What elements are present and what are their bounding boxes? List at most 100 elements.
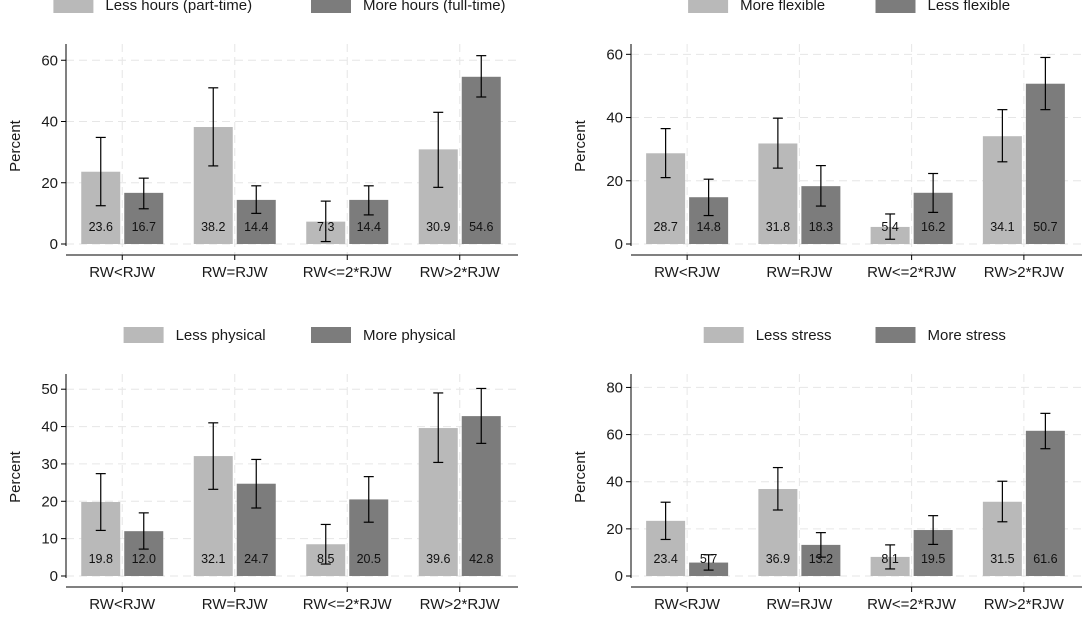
data-label: 14.4 [357,220,381,234]
data-label: 39.6 [426,552,450,566]
x-tick-label: RW<RJW [654,264,721,281]
bar-series2 [461,76,501,244]
chart-panel-2: 0 20 40 60 Percent 28.7 14.8 RW<RJW 31.8 18.3 RW=R… [572,0,1082,281]
data-label: 30.9 [426,220,450,234]
x-tick-label: RW=RJW [202,264,269,281]
data-label: 12.0 [132,552,156,566]
data-label: 23.4 [653,552,677,566]
legend: Less physical More physical [123,327,456,344]
data-label: 38.2 [201,220,225,234]
x-tick-label: RW<RJW [89,264,156,281]
legend-label: More flexible [740,0,825,14]
data-label: 8.1 [881,552,898,566]
data-label: 36.9 [766,552,790,566]
legend-label: More hours (full-time) [363,0,506,14]
y-tick-label: 10 [41,531,58,548]
y-axis-label: Percent [572,119,589,172]
x-tick-label: RW>2*RJW [984,264,1065,281]
data-label: 16.2 [921,220,945,234]
y-tick-label: 0 [615,236,623,253]
data-label: 31.8 [766,220,790,234]
x-tick-label: RW>2*RJW [984,596,1065,613]
y-tick-label: 80 [606,379,623,396]
y-tick-label: 60 [41,52,58,69]
y-tick-label: 40 [41,419,58,436]
legend-label: Less hours (part-time) [105,0,252,14]
y-tick-label: 20 [606,173,623,190]
data-label: 5.4 [881,220,898,234]
data-label: 28.7 [653,220,677,234]
y-axis-label: Percent [7,119,24,172]
x-tick-label: RW=RJW [766,596,833,613]
x-tick-label: RW=RJW [202,596,269,613]
data-label: 18.3 [809,220,833,234]
legend-label: Less flexible [928,0,1011,14]
data-label: 61.6 [1033,552,1057,566]
bar-series2 [1025,430,1065,576]
data-label: 34.1 [990,220,1014,234]
y-tick-label: 0 [50,236,58,253]
y-tick-label: 20 [41,493,58,510]
data-label: 31.5 [990,552,1014,566]
chart-panel-1: 0 20 40 60 Percent 23.6 16.7 RW<RJW 38.2 14.4 RW=R… [7,0,518,281]
y-tick-label: 0 [615,568,623,585]
legend-swatch [703,327,744,343]
legend-label: More stress [928,327,1006,344]
bar-series2 [1025,83,1065,244]
data-label: 50.7 [1033,220,1057,234]
y-tick-label: 40 [606,110,623,127]
legend: More flexible Less flexible [688,0,1010,14]
x-tick-label: RW<=2*RJW [867,596,957,613]
x-tick-label: RW<RJW [654,596,721,613]
legend-swatch [688,0,729,13]
data-label: 42.8 [469,552,493,566]
y-tick-label: 40 [41,114,58,131]
x-tick-label: RW<=2*RJW [867,264,957,281]
legend-swatch [53,0,94,13]
legend: Less hours (part-time) More hours (full-t… [53,0,506,14]
x-tick-label: RW<RJW [89,596,156,613]
y-axis-label: Percent [7,450,24,503]
legend-swatch [875,0,916,13]
y-tick-label: 0 [50,568,58,585]
y-tick-label: 60 [606,46,623,63]
data-label: 20.5 [357,552,381,566]
data-label: 5.7 [700,552,717,566]
x-tick-label: RW<=2*RJW [303,596,393,613]
data-label: 14.4 [244,220,268,234]
x-tick-label: RW<=2*RJW [303,264,393,281]
data-label: 13.2 [809,552,833,566]
legend-swatch [123,327,164,343]
data-label: 23.6 [89,220,113,234]
x-tick-label: RW>2*RJW [420,264,501,281]
legend-label: Less stress [756,327,832,344]
y-tick-label: 50 [41,381,58,398]
data-label: 32.1 [201,552,225,566]
y-axis-label: Percent [572,450,589,503]
data-label: 24.7 [244,552,268,566]
data-label: 16.7 [132,220,156,234]
data-label: 8.5 [317,552,334,566]
y-tick-label: 30 [41,456,58,473]
legend: Less stress More stress [703,327,1006,344]
chart-panel-4: 0 20 40 60 80 Percent 23.4 5.7 RW<RJW 36.9 13.2 RW=… [572,327,1082,613]
legend-swatch [311,0,351,13]
x-tick-label: RW>2*RJW [420,596,501,613]
data-label: 14.8 [696,220,720,234]
legend-label: More physical [363,327,456,344]
legend-swatch [875,327,916,343]
data-label: 7.3 [317,220,334,234]
y-tick-label: 40 [606,474,623,491]
chart-panel-3: 0 10 20 30 40 50 Percent 19.8 12.0 RW<RJW 32.1 24.7… [7,327,518,613]
y-tick-label: 60 [606,427,623,444]
data-label: 19.8 [89,552,113,566]
y-tick-label: 20 [606,521,623,538]
legend-label: Less physical [176,327,266,344]
x-tick-label: RW=RJW [766,264,833,281]
data-label: 19.5 [921,552,945,566]
y-tick-label: 20 [41,175,58,192]
legend-swatch [311,327,351,343]
data-label: 54.6 [469,220,493,234]
